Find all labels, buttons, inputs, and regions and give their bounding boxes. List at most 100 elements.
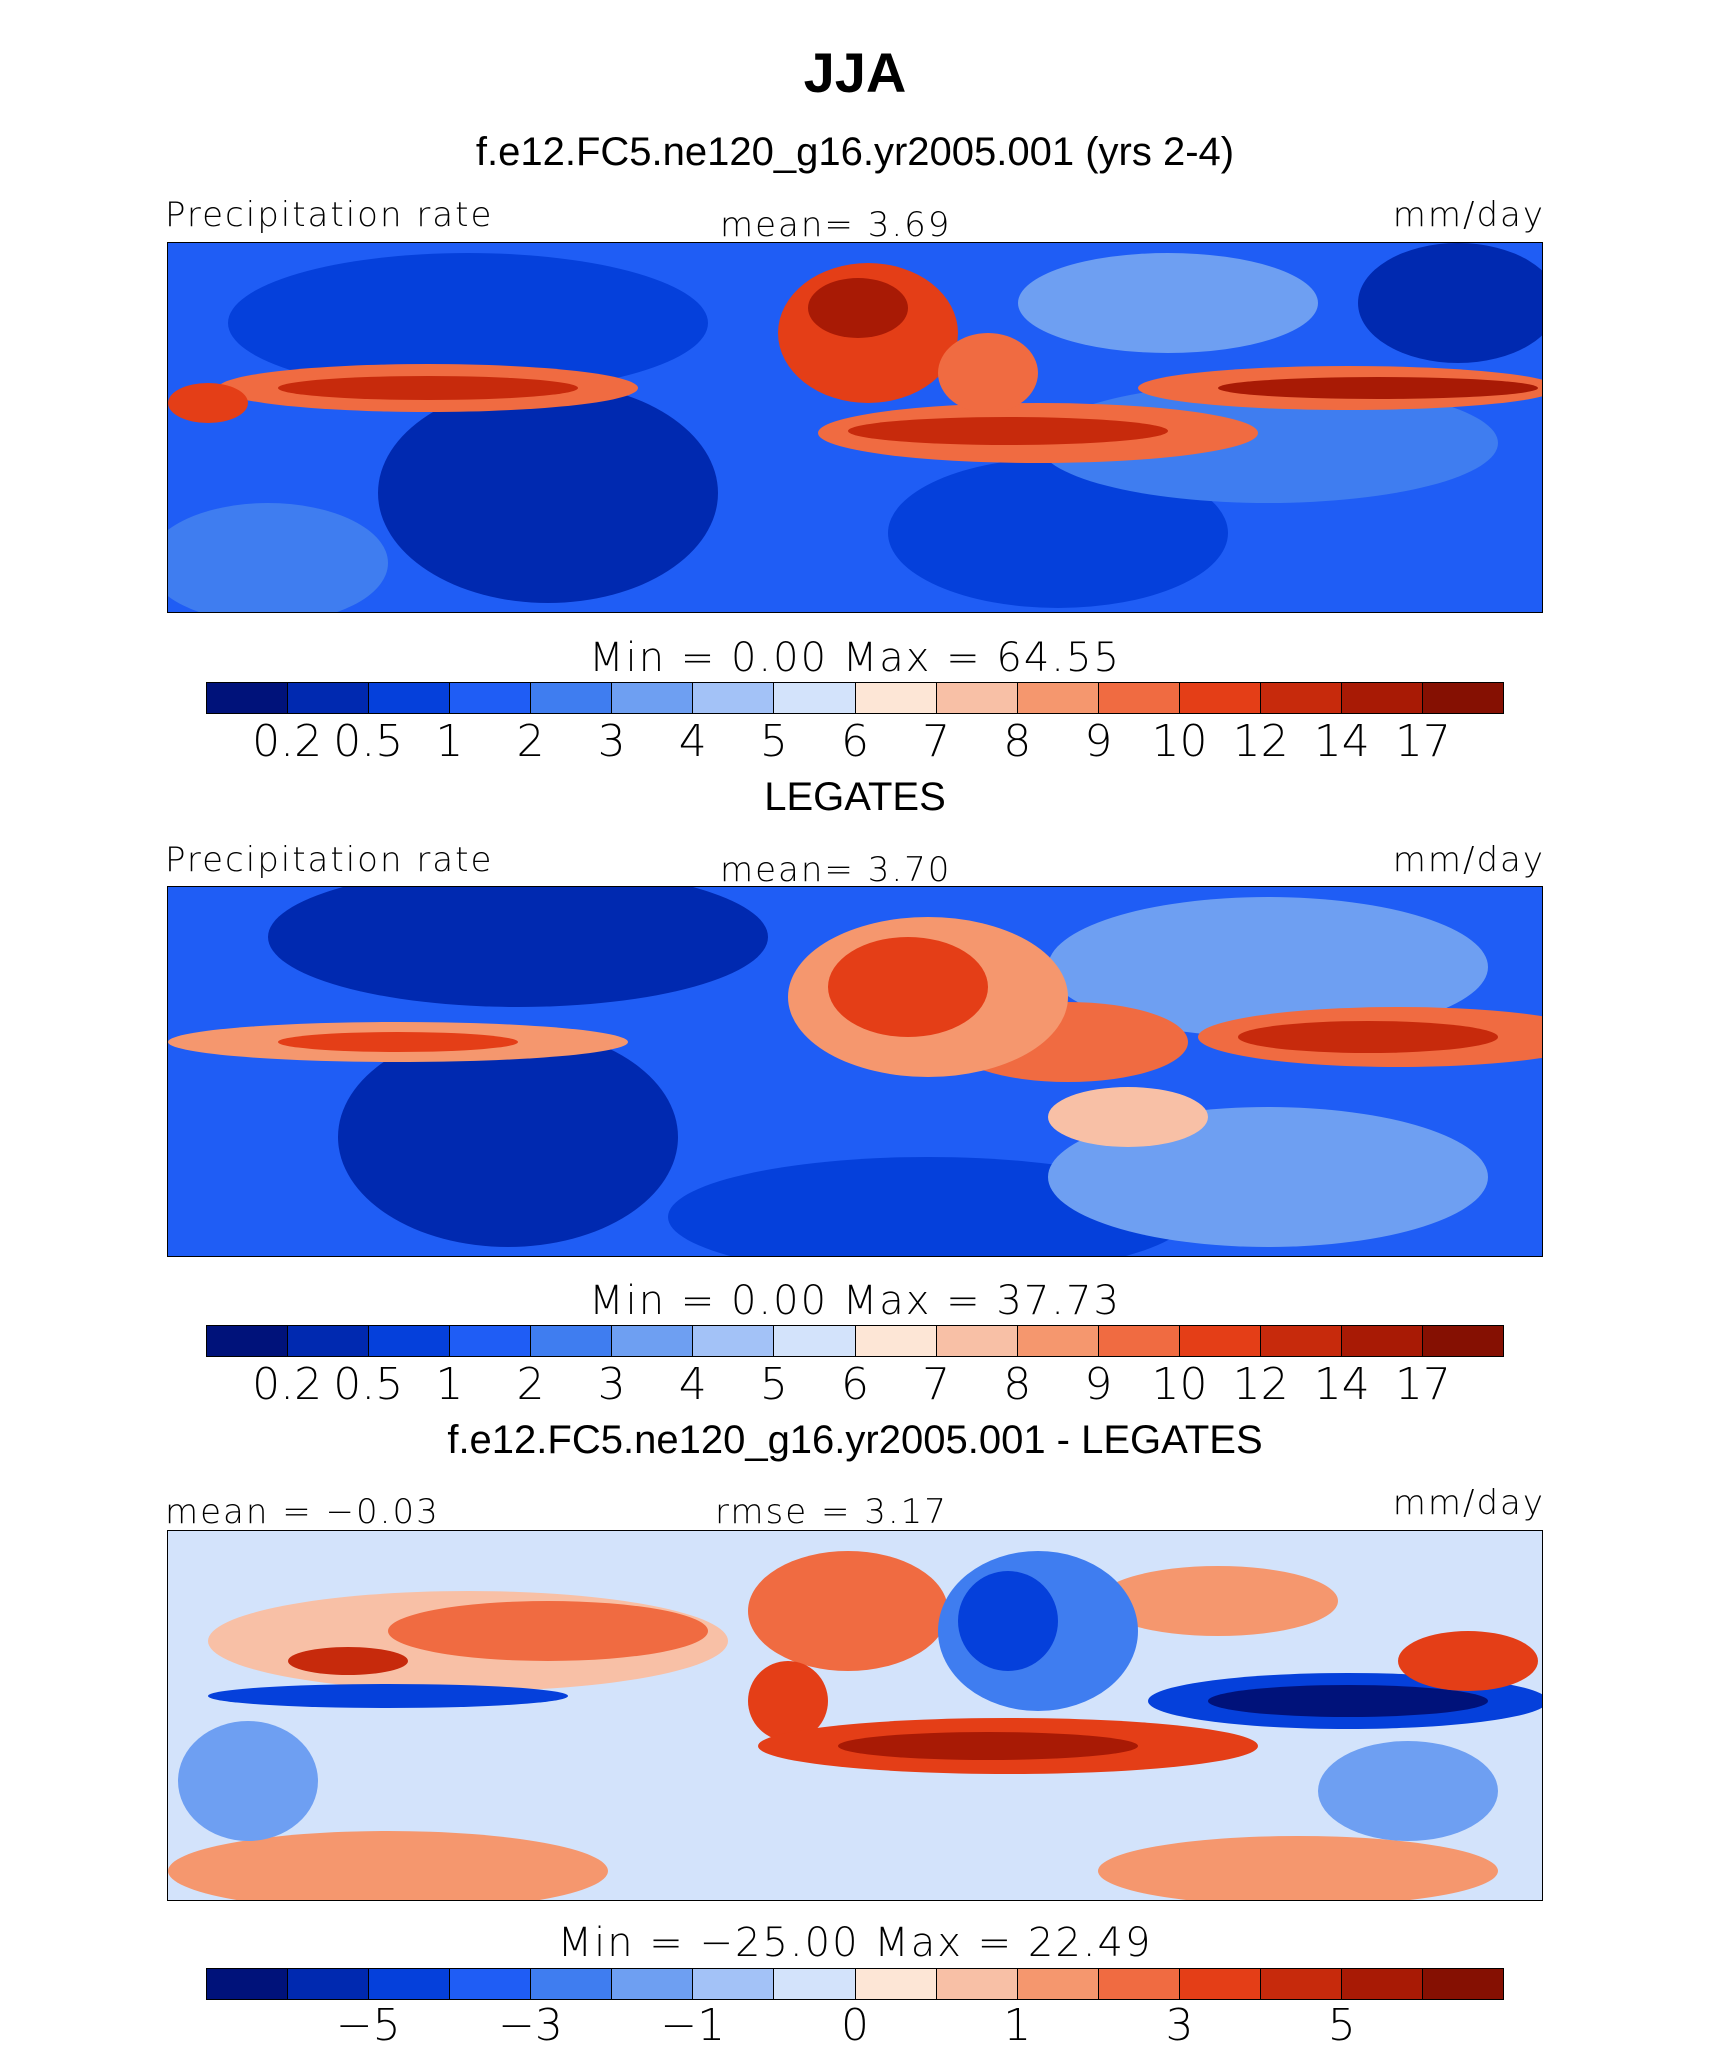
panel1-mean-label: mean= 3.69 [720,205,952,245]
colorbar-tick-label: 1 [435,1359,464,1410]
colorbar-swatch [1260,683,1342,713]
colorbar-swatch [693,683,775,713]
colorbar-swatch [1098,1969,1180,1999]
colorbar-swatch [450,1326,532,1356]
colorbar-tick-label: 4 [678,1359,707,1410]
panel1-colorbar-ticks: 0.2 0.5 1 2 3 4 5 6 7 8 9 10 12 14 17 [0,716,1710,767]
colorbar-swatch [1017,683,1099,713]
colorbar-tick-label: 17 [1394,716,1451,767]
colorbar-swatch [1098,1326,1180,1356]
colorbar-tick-label: 5 [759,716,788,767]
colorbar-swatch [531,683,613,713]
panel3-units-label: mm/day [1392,1483,1545,1523]
colorbar-tick-label: 2 [516,716,545,767]
panel2-map-field [168,887,1542,1256]
colorbar-swatch [1422,1969,1503,1999]
panel3-colorbar [206,1968,1504,2000]
colorbar-swatch [612,1969,694,1999]
colorbar-swatch [531,1969,613,1999]
colorbar-tick-label: −5 [335,2000,401,2048]
colorbar-tick-label: 0 [841,2000,869,2048]
panel1-heading: f.e12.FC5.ne120_g16.yr2005.001 (yrs 2-4) [475,130,1235,174]
panel1-colorbar [206,682,1504,714]
colorbar-swatch [1341,1969,1423,1999]
panel2-colorbar [206,1325,1504,1357]
colorbar-swatch [855,1969,937,1999]
colorbar-tick-label: −3 [498,2000,563,2048]
colorbar-swatch [1179,1326,1261,1356]
panel1-minmax: Min = 0.00 Max = 64.55 [589,635,1121,681]
panel1-variable-label: Precipitation rate [165,195,494,235]
colorbar-swatch [1341,683,1423,713]
colorbar-swatch [1422,1326,1503,1356]
colorbar-swatch [1179,1969,1261,1999]
colorbar-tick-label: 6 [841,1359,869,1410]
colorbar-tick-label: 3 [597,1359,626,1410]
colorbar-tick-label: 10 [1151,716,1208,767]
panel3-colorbar-ticks: −5 −3 −1 0 1 3 5 [0,2000,1710,2048]
colorbar-swatch [207,1969,289,1999]
colorbar-tick-label: 5 [1327,2000,1356,2048]
colorbar-swatch [288,1326,370,1356]
colorbar-tick-label: 0.5 [333,716,404,767]
colorbar-tick-label: 8 [1003,1359,1032,1410]
panel3-map-field [168,1531,1542,1900]
colorbar-swatch [1098,683,1180,713]
colorbar-tick-label: 3 [597,716,626,767]
panel1-map [167,242,1543,613]
panel1-map-field [168,243,1542,612]
colorbar-swatch [369,683,451,713]
panel2-mean-label: mean= 3.70 [720,850,952,890]
colorbar-swatch [1017,1326,1099,1356]
colorbar-swatch [693,1969,775,1999]
colorbar-swatch [612,683,694,713]
colorbar-tick-label: 9 [1084,1359,1113,1410]
panel3-minmax: Min = −25.00 Max = 22.49 [557,1920,1153,1966]
colorbar-swatch [936,683,1018,713]
colorbar-swatch [774,683,856,713]
colorbar-tick-label: 0.5 [333,1359,404,1410]
colorbar-tick-label: 12 [1232,716,1289,767]
colorbar-tick-label: 10 [1151,1359,1208,1410]
colorbar-swatch [1179,683,1261,713]
colorbar-swatch [936,1969,1018,1999]
colorbar-swatch [612,1326,694,1356]
colorbar-tick-label: 0.2 [252,1359,323,1410]
figure-title: JJA [803,41,907,104]
panel2-variable-label: Precipitation rate [165,840,494,880]
colorbar-tick-label: 17 [1394,1359,1451,1410]
colorbar-tick-label: 14 [1313,1359,1370,1410]
colorbar-tick-label: 14 [1313,716,1370,767]
colorbar-swatch [369,1326,451,1356]
colorbar-swatch [288,1969,370,1999]
colorbar-tick-label: 2 [516,1359,545,1410]
colorbar-tick-label: 7 [922,716,951,767]
panel2-colorbar-ticks: 0.2 0.5 1 2 3 4 5 6 7 8 9 10 12 14 17 [0,1359,1710,1410]
colorbar-swatch [531,1326,613,1356]
panel3-map [167,1530,1543,1901]
colorbar-tick-label: 0.2 [252,716,323,767]
colorbar-tick-label: 7 [922,1359,951,1410]
colorbar-swatch [693,1326,775,1356]
colorbar-swatch [450,1969,532,1999]
colorbar-tick-label: 1 [435,716,464,767]
panel3-mean-label: mean = −0.03 [165,1492,440,1532]
colorbar-tick-label: 6 [841,716,869,767]
panel2-heading: LEGATES [764,775,946,819]
colorbar-swatch [1260,1326,1342,1356]
colorbar-tick-label: 5 [759,1359,788,1410]
colorbar-swatch [1017,1969,1099,1999]
colorbar-swatch [855,1326,937,1356]
panel1-units-label: mm/day [1392,195,1545,235]
colorbar-tick-label: 12 [1232,1359,1289,1410]
colorbar-swatch [450,683,532,713]
panel2-map [167,886,1543,1257]
panel3-rmse-label: rmse = 3.17 [715,1492,948,1532]
panel2-minmax: Min = 0.00 Max = 37.73 [589,1278,1121,1324]
colorbar-tick-label: 1 [1003,2000,1032,2048]
colorbar-swatch [1422,683,1503,713]
colorbar-swatch [207,683,289,713]
colorbar-tick-label: 8 [1003,716,1032,767]
colorbar-tick-label: 3 [1165,2000,1194,2048]
colorbar-swatch [1341,1326,1423,1356]
